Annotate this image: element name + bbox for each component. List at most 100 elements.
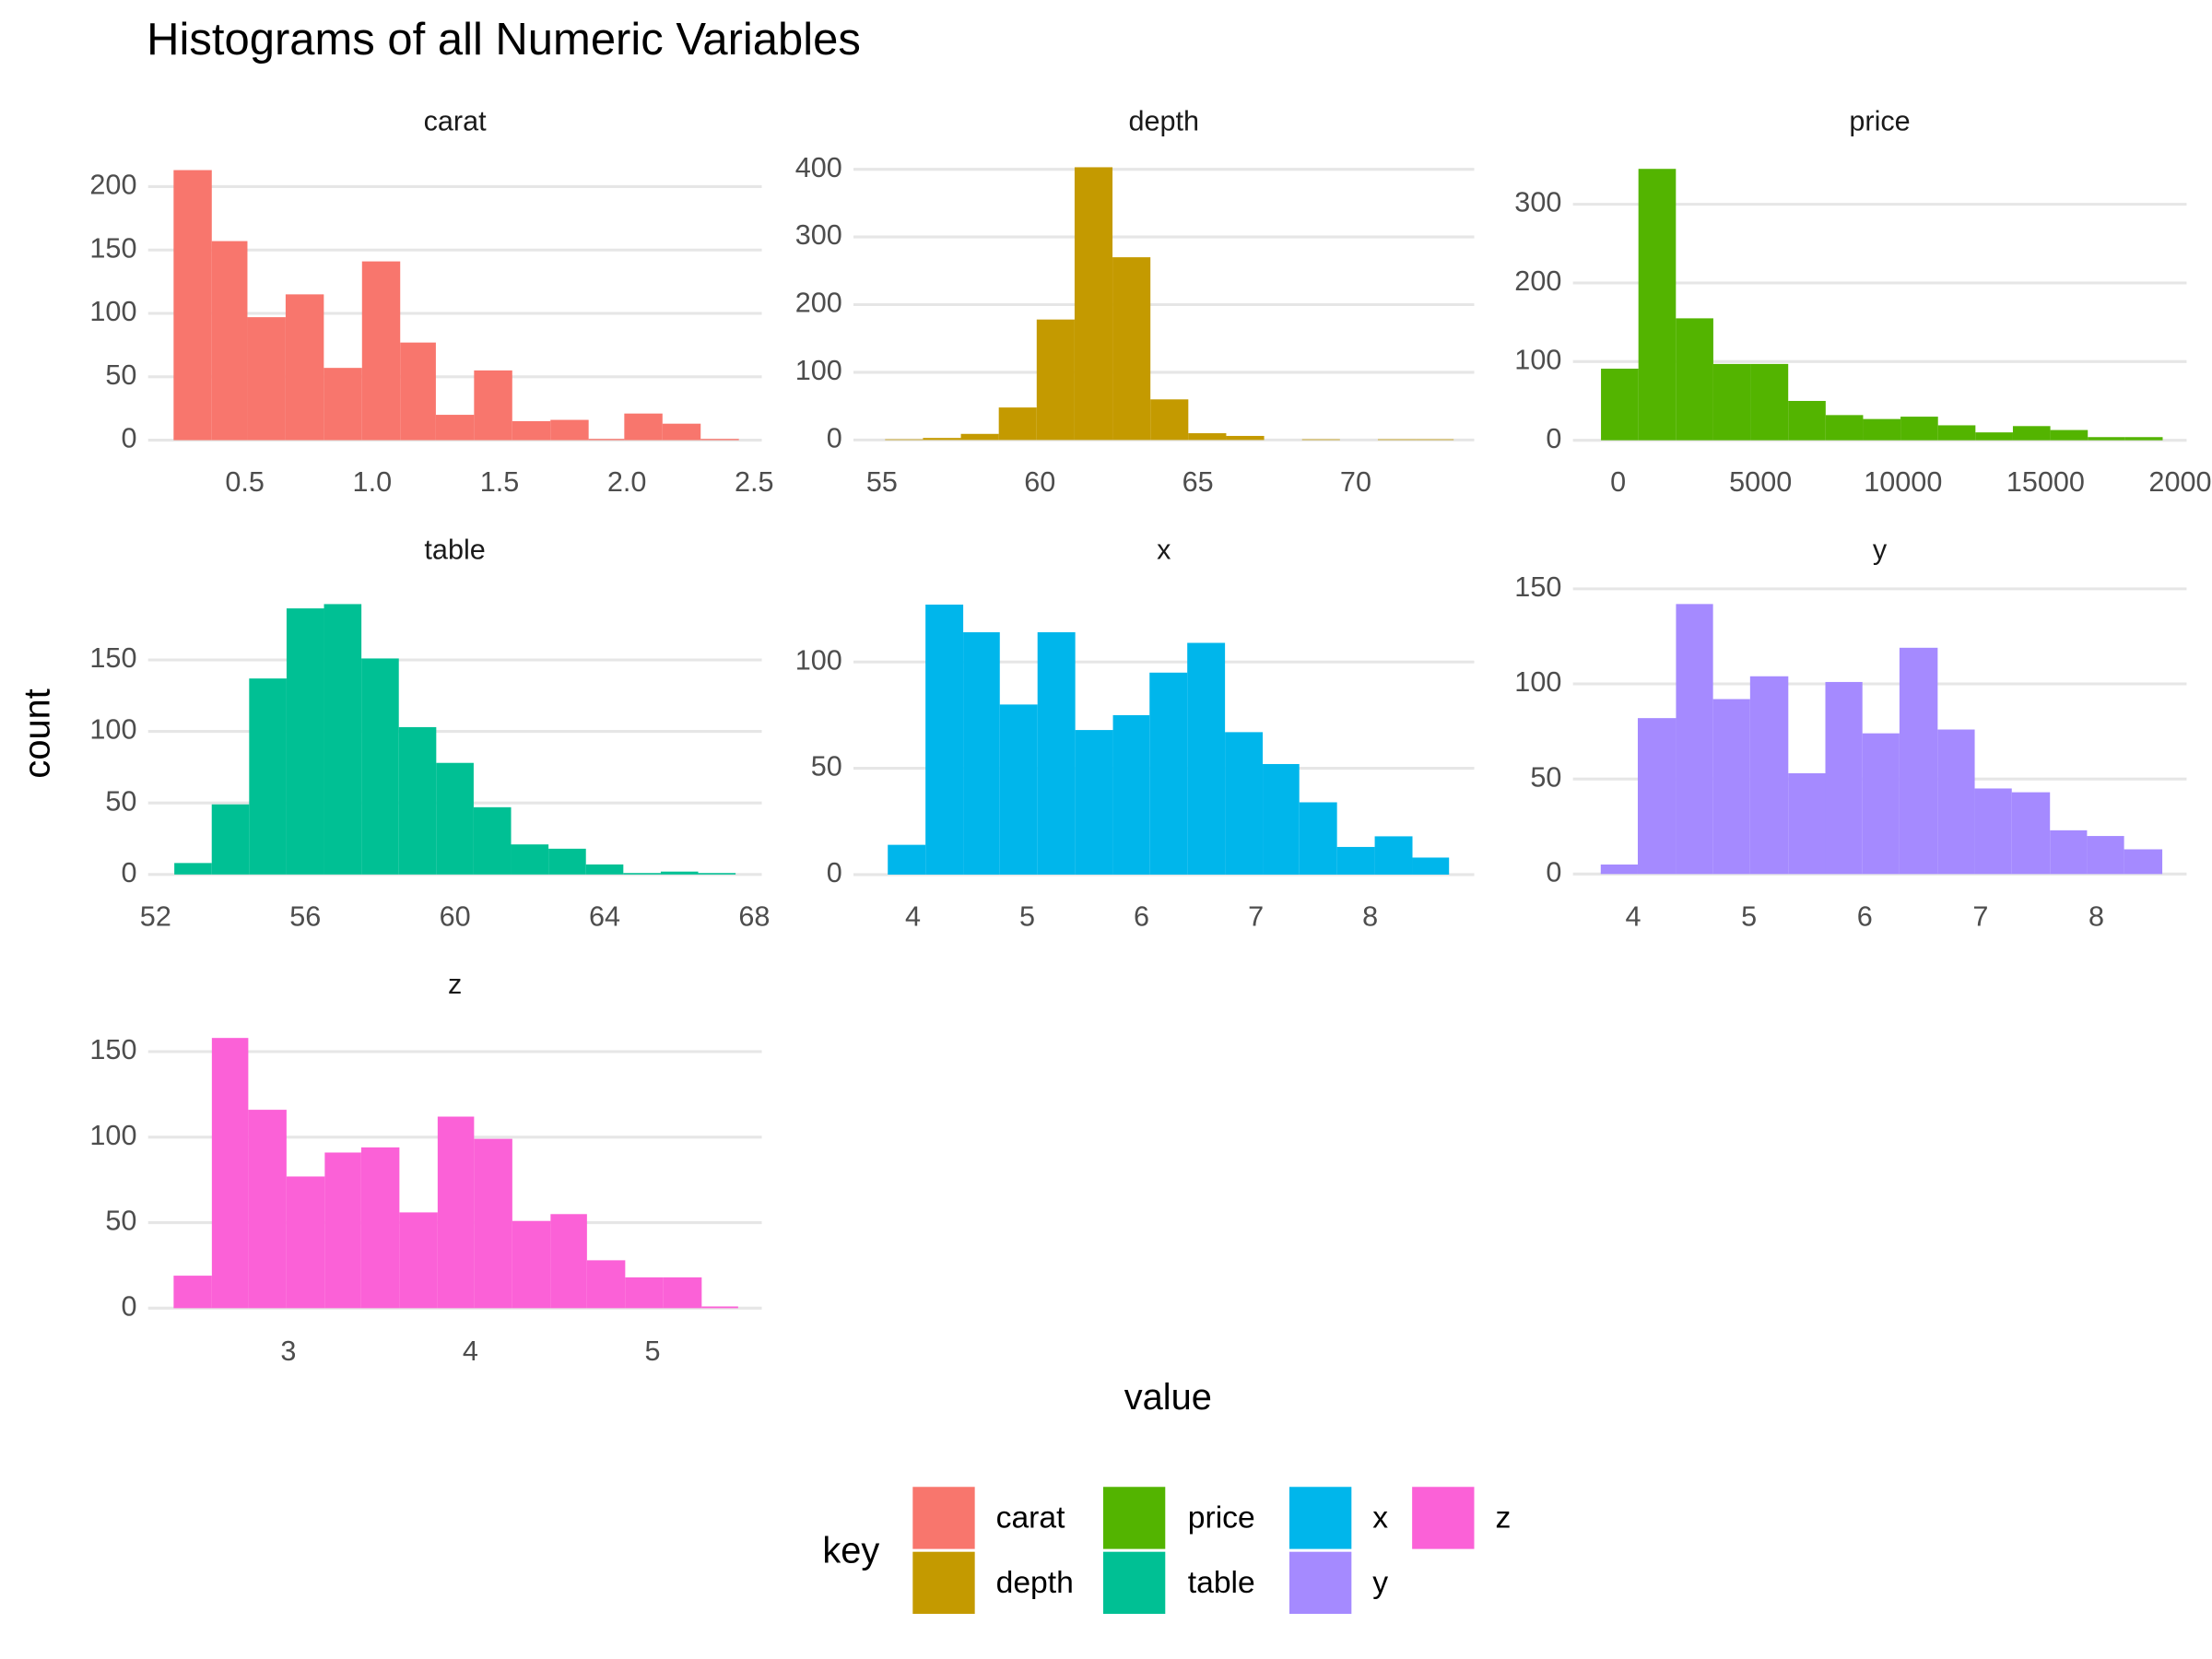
histogram-bar: [1225, 732, 1264, 875]
x-axis-label: value: [1124, 1377, 1212, 1418]
histogram-bar: [660, 871, 699, 875]
histogram-bar: [888, 844, 926, 875]
y-tick-label: 50: [105, 359, 136, 391]
histogram-bar: [701, 1306, 738, 1309]
y-tick-label: 100: [1514, 666, 1561, 698]
histogram-bar: [625, 1277, 664, 1309]
histogram-bar: [1601, 369, 1639, 441]
histogram-bar: [1226, 435, 1265, 441]
legend-title: key: [822, 1531, 879, 1571]
y-tick-label: 0: [121, 857, 136, 888]
histogram-bar: [2050, 830, 2088, 875]
y-tick-label: 200: [1514, 265, 1561, 297]
x-tick-label: 6: [1857, 901, 1873, 933]
histogram-bar: [211, 1038, 249, 1309]
histogram-bar: [398, 726, 437, 875]
legend-swatch: [1102, 1487, 1166, 1549]
histogram-bar: [1336, 846, 1375, 875]
histogram-bar: [474, 370, 512, 441]
y-tick-label: 50: [811, 751, 842, 782]
histogram-bar: [2050, 429, 2088, 441]
x-tick-label: 0: [1610, 466, 1626, 498]
x-tick-label: 4: [1625, 901, 1641, 933]
histogram-bar: [174, 863, 212, 875]
y-tick-label: 100: [89, 714, 136, 746]
x-tick-label: 64: [589, 901, 620, 933]
x-tick-label: 20000: [2148, 466, 2212, 498]
y-tick-label: 100: [89, 1120, 136, 1151]
histogram-bar: [399, 1212, 438, 1309]
histogram-bar: [249, 678, 287, 875]
histogram-bar: [286, 608, 324, 875]
histogram-bar: [247, 317, 286, 441]
histogram-bar: [1637, 718, 1677, 875]
histogram-bar: [588, 439, 625, 441]
histogram-bar: [550, 419, 589, 441]
legend-label: table: [1188, 1566, 1255, 1600]
histogram-bar: [923, 438, 961, 441]
x-tick-label: 5000: [1729, 466, 1792, 498]
histogram-bar: [663, 1277, 702, 1309]
legend-swatch: [1288, 1487, 1352, 1549]
histogram-bar: [1638, 169, 1677, 441]
y-tick-label: 0: [1546, 423, 1561, 454]
y-tick-label: 0: [827, 422, 842, 453]
x-tick-label: 7: [1248, 901, 1264, 933]
histogram-bar: [624, 413, 663, 441]
histogram-bar: [437, 1116, 475, 1309]
histogram-bar: [960, 433, 999, 441]
x-tick-label: 1.5: [480, 466, 520, 498]
histogram-bar: [998, 407, 1037, 441]
legend-label: z: [1495, 1500, 1511, 1535]
x-tick-label: 1.0: [353, 466, 393, 498]
histogram-bar: [211, 241, 248, 441]
x-tick-label: 8: [1362, 901, 1378, 933]
y-tick-label: 100: [795, 644, 842, 676]
legend-swatch: [912, 1487, 975, 1549]
x-tick-label: 5: [644, 1335, 660, 1367]
histogram-bar: [286, 1176, 325, 1309]
facet-label: table: [424, 535, 485, 566]
histogram-bar: [1150, 399, 1189, 441]
chart-title: Histograms of all Numeric Variables: [147, 15, 861, 65]
histogram-bar: [285, 294, 324, 441]
histogram-bar: [1974, 788, 2012, 875]
legend-label: price: [1188, 1500, 1255, 1535]
histogram-bar: [2124, 849, 2163, 875]
x-tick-label: 5: [1741, 901, 1757, 933]
y-tick-label: 0: [1546, 856, 1561, 888]
histogram-bar: [1416, 439, 1454, 441]
histogram-bar: [1749, 676, 1789, 875]
histogram-bar: [1712, 699, 1750, 875]
y-tick-label: 100: [795, 355, 842, 386]
histogram-bar: [1412, 857, 1450, 875]
x-tick-label: 6: [1134, 901, 1149, 933]
histogram-bar: [548, 848, 586, 875]
histogram-bar: [1862, 733, 1900, 875]
y-tick-label: 200: [89, 170, 136, 201]
facet-label: z: [448, 969, 462, 1000]
histogram-bar: [511, 844, 549, 875]
histogram-bar: [1788, 400, 1826, 441]
histogram-bar: [360, 1147, 400, 1309]
histogram-bar: [435, 415, 475, 441]
histogram-bar: [1299, 802, 1337, 875]
legend-label: carat: [996, 1500, 1065, 1535]
histogram-bar: [2088, 437, 2125, 441]
histogram-bar: [1037, 631, 1076, 875]
histogram-bar: [1149, 672, 1188, 875]
histogram-bar: [1676, 318, 1713, 441]
y-tick-label: 150: [89, 232, 136, 264]
histogram-bar: [1825, 415, 1864, 441]
x-tick-label: 68: [738, 901, 770, 933]
histogram-bar: [1374, 836, 1413, 875]
histogram-bar: [1899, 647, 1938, 875]
y-tick-label: 0: [121, 423, 136, 454]
histogram-bar: [1112, 714, 1150, 875]
histogram-bar: [324, 604, 362, 875]
x-tick-label: 60: [1024, 466, 1055, 498]
y-tick-label: 50: [105, 785, 136, 817]
facet-label: carat: [424, 105, 488, 136]
x-tick-label: 70: [1340, 466, 1371, 498]
